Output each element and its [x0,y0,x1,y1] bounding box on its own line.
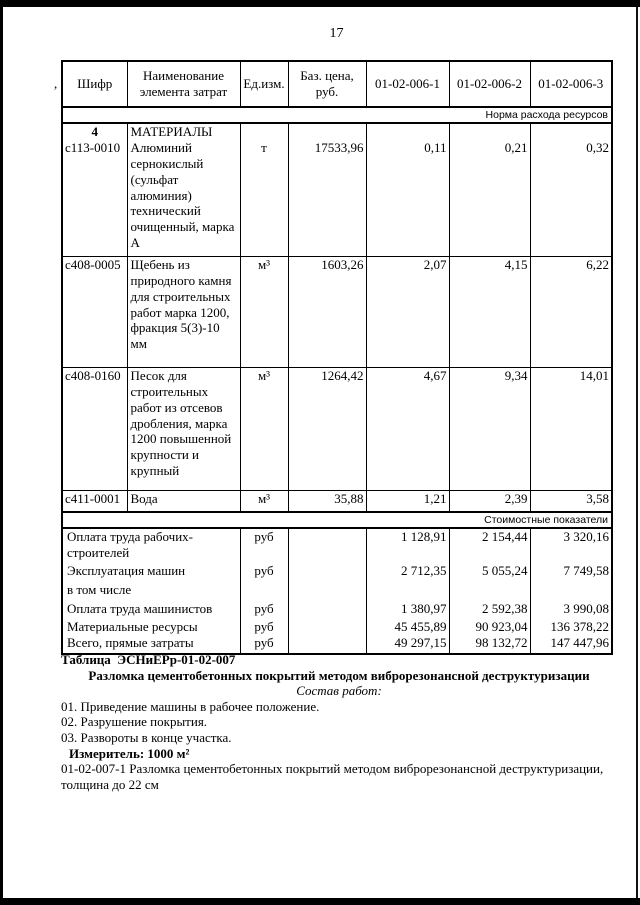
cost-label: Всего, прямые затраты [61,635,241,654]
material-value-3: 14,01 [529,367,613,491]
material-name: Песок для строительных работ из отсевов … [126,367,241,491]
scan-artifact-right-border [636,7,638,898]
cost-value-2: 90 923,04 [448,619,531,635]
col-header-unit: Ед.изм. [239,61,289,108]
resource-norms-table: Шифр Наименование элемента затрат Ед.изм… [61,60,613,655]
cost-value-1: 1 380,97 [365,601,450,619]
cost-value-3 [529,582,613,601]
cost-value-3: 136 378,22 [529,619,613,635]
material-value-2: 4,15 [448,256,531,368]
table-row-material: с408-0005 Щебень из природного камня для… [61,256,613,368]
table-row-cost: Материальные ресурсы руб 45 455,89 90 92… [61,619,613,635]
cost-unit [239,582,289,601]
material-unit: т [239,140,289,257]
section-code: 4 [61,123,128,140]
table-row-cost: в том числе [61,582,613,601]
material-code: с408-0005 [61,256,128,368]
cost-value-1: 49 297,15 [365,635,450,654]
next-table-label: Таблица ЭСНиЕРр-01-02-007 [61,652,236,667]
material-name: Алюминий сернокислый (сульфат алюминия) … [126,140,241,257]
cost-value-2: 2 154,44 [448,528,531,563]
material-unit: м³ [239,490,289,513]
material-name: Вода [126,490,241,513]
material-value-1: 0,11 [365,140,450,257]
scan-artifact-left-border [0,0,3,905]
cost-value-3: 7 749,58 [529,563,613,582]
cost-band-label: Стоимостные показатели [61,511,613,529]
material-name: Щебень из природного камня для строитель… [126,256,241,368]
work-item: 01. Приведение машины в рабочее положени… [61,698,320,714]
cost-label: Эксплуатация машин [61,563,241,582]
norm-band-row: Норма расхода ресурсов [61,106,613,124]
col-header-code: Шифр [61,61,128,108]
cost-value-1: 2 712,35 [365,563,450,582]
material-code: с113-0010 [61,140,128,257]
material-code: с411-0001 [61,490,128,513]
table-row-cost: Эксплуатация машин руб 2 712,35 5 055,24… [61,563,613,582]
table-row-cost: Оплата труда машинистов руб 1 380,97 2 5… [61,601,613,619]
cost-value-2: 5 055,24 [448,563,531,582]
table-007-description: Таблица ЭСНиЕРр-01-02-007 Разломка цемен… [61,652,617,792]
material-base-price: 17533,96 [287,140,367,257]
material-value-1: 4,67 [365,367,450,491]
page-number: 17 [329,26,344,41]
table-row-cost: Всего, прямые затраты руб 49 297,15 98 1… [61,635,613,654]
col-header-norm-2: 01-02-006-2 [448,61,531,108]
work-item: 02. Разрушение покрытия. [61,714,208,730]
work-composition-heading: Состав работ: [296,683,382,699]
cost-unit: руб [239,619,289,635]
table-row-material: с408-0160 Песок для строительных работ и… [61,367,613,491]
work-item: 03. Развороты в конце участка. [61,729,232,745]
cost-value-1: 1 128,91 [365,528,450,563]
cost-value-1 [365,582,450,601]
cost-value-3: 147 447,96 [529,635,613,654]
scan-artifact-top-border [0,0,640,7]
cost-value-2: 98 132,72 [448,635,531,654]
material-value-1: 2,07 [365,256,450,368]
cost-unit: руб [239,601,289,619]
col-header-name: Наименование элемента затрат [126,61,241,108]
cost-label: Оплата труда машинистов [61,601,241,619]
table-header-row: Шифр Наименование элемента затрат Ед.изм… [61,61,613,108]
table-row-material: с113-0010 Алюминий сернокислый (сульфат … [61,140,613,257]
col-header-base-price: Баз. цена, руб. [287,61,367,108]
material-base-price: 35,88 [287,490,367,513]
col-header-norm-3: 01-02-006-3 [529,61,613,108]
norm-band-label: Норма расхода ресурсов [61,106,613,124]
material-base-price: 1264,42 [287,367,367,491]
section-row-materials: 4 МАТЕРИАЛЫ [61,123,613,140]
material-value-2: 9,34 [448,367,531,491]
measure-unit-line: Измеритель: 1000 м² [69,745,190,761]
table-row-material: с411-0001 Вода м³ 35,88 1,21 2,39 3,58 [61,490,613,513]
scan-artifact-speck: , [54,76,58,91]
material-unit: м³ [239,367,289,491]
col-header-norm-1: 01-02-006-1 [365,61,450,108]
material-value-2: 0,21 [448,140,531,257]
cost-label: Материальные ресурсы [61,619,241,635]
norm-entry-line: 01-02-007-1 Разломка цементобетонных пок… [61,761,604,792]
table-row-cost: Оплата труда рабочих-строителей руб 1 12… [61,528,613,563]
cost-value-3: 3 990,08 [529,601,613,619]
material-value-3: 6,22 [529,256,613,368]
cost-value-1: 45 455,89 [365,619,450,635]
material-code: с408-0160 [61,367,128,491]
material-base-price: 1603,26 [287,256,367,368]
material-value-3: 3,58 [529,490,613,513]
material-value-2: 2,39 [448,490,531,513]
cost-band-row: Стоимостные показатели [61,511,613,529]
material-unit: м³ [239,256,289,368]
material-value-1: 1,21 [365,490,450,513]
cost-label: Оплата труда рабочих-строителей [61,528,241,563]
material-value-3: 0,32 [529,140,613,257]
cost-value-2 [448,582,531,601]
cost-value-3: 3 320,16 [529,528,613,563]
next-table-title: Разломка цементобетонных покрытий методо… [88,667,590,683]
cost-unit: руб [239,635,289,654]
cost-label: в том числе [61,582,241,601]
cost-value-2: 2 592,38 [448,601,531,619]
cost-unit: руб [239,528,289,563]
cost-unit: руб [239,563,289,582]
section-title: МАТЕРИАЛЫ [126,123,241,140]
scan-artifact-bottom-border [0,898,640,905]
